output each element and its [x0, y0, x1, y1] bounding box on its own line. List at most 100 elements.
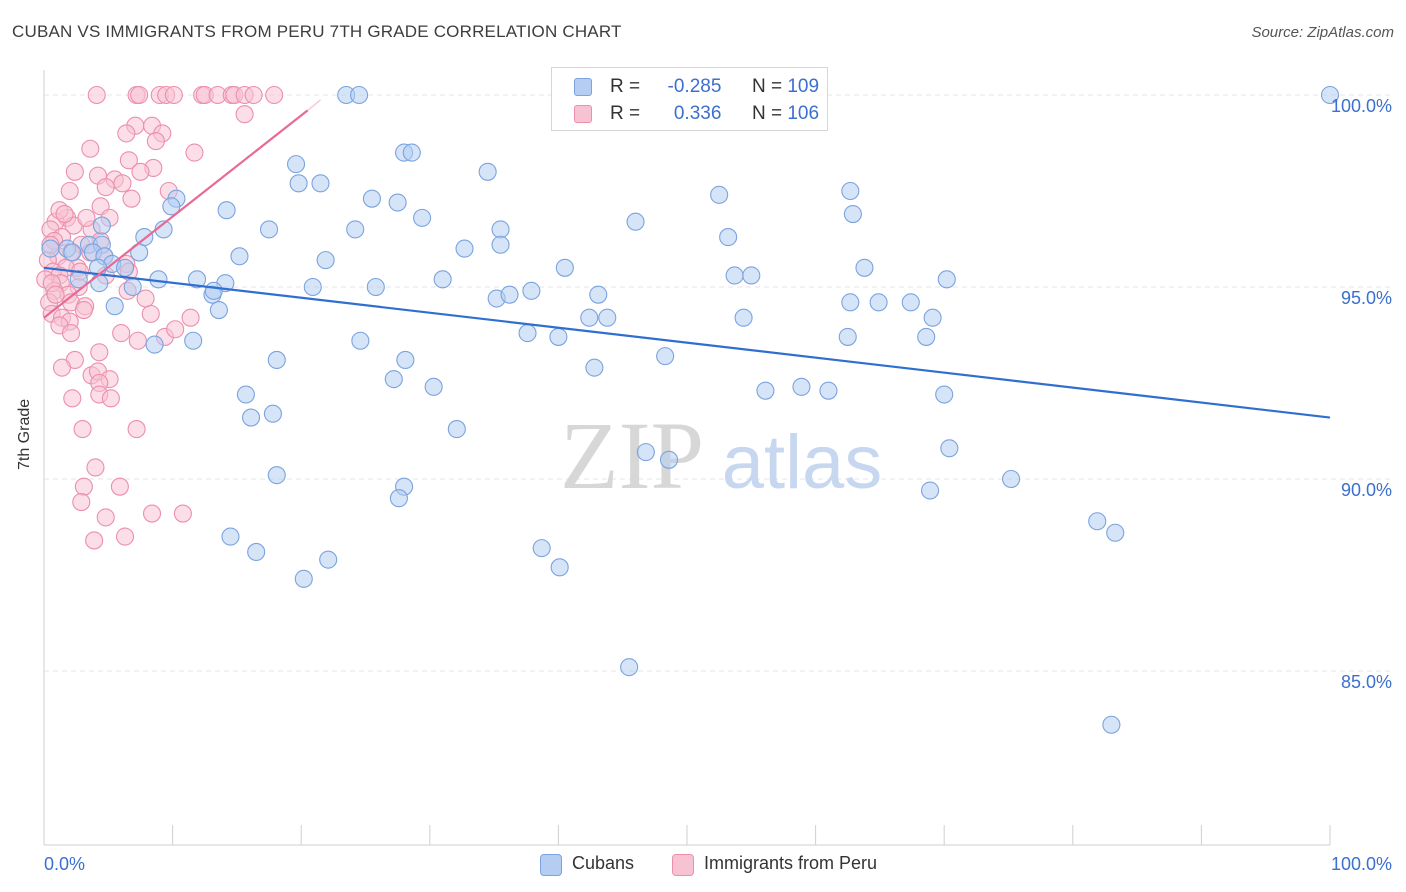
- swatch-peru: [574, 105, 592, 123]
- peru-point: [72, 492, 91, 512]
- cubans-point: [1088, 512, 1107, 531]
- peru-point: [131, 162, 150, 181]
- cubans-point: [366, 277, 385, 297]
- cubans-point: [455, 239, 474, 258]
- cubans-point: [241, 408, 261, 427]
- cubans-point: [923, 308, 942, 327]
- legend-swatch-peru: [672, 854, 694, 876]
- y-tick-label: 95.0%: [1341, 288, 1392, 308]
- peru-point: [86, 458, 105, 477]
- cubans-point: [710, 185, 729, 204]
- peru-point: [110, 477, 129, 496]
- peru-point: [117, 124, 136, 143]
- cubans-point: [247, 542, 266, 562]
- correlation-legend: R = -0.285 N = 109 R = 0.336 N = 106: [551, 67, 828, 131]
- peru-point: [128, 331, 147, 350]
- cubans-point: [855, 258, 874, 277]
- cubans-point: [346, 220, 365, 239]
- peru-point: [122, 189, 141, 208]
- cubans-point: [221, 527, 240, 546]
- cubans-point: [555, 258, 574, 277]
- cubans-point: [396, 350, 415, 370]
- cubans-point: [184, 331, 203, 350]
- cubans-point: [145, 335, 164, 354]
- cubans-point: [478, 162, 497, 181]
- cubans-point: [187, 270, 207, 289]
- n-label: N =: [751, 76, 783, 97]
- cubans-point: [350, 85, 369, 105]
- cubans-point: [792, 377, 811, 396]
- peru-point: [87, 85, 106, 105]
- cubans-point: [819, 381, 838, 400]
- cubans-point: [500, 285, 519, 304]
- x-tick-label: 100.0%: [1331, 854, 1392, 874]
- cubans-point: [319, 550, 338, 569]
- tick-labels: 85.0% 90.0% 95.0% 100.0% 0.0% 100.0%: [44, 96, 1392, 874]
- cubans-point: [626, 212, 645, 231]
- axes: [43, 70, 1331, 846]
- trend-lines: [43, 99, 1331, 419]
- peru-point: [101, 389, 120, 408]
- trend-line-peru-extension: [307, 99, 321, 111]
- y-tick-label: 85.0%: [1341, 672, 1392, 692]
- cubans-point: [742, 266, 761, 285]
- peru-point: [63, 389, 82, 408]
- cubans-point: [756, 381, 775, 400]
- peru-point: [96, 178, 115, 197]
- cubans-point: [362, 189, 381, 208]
- cubans-point: [209, 300, 228, 320]
- cubans-point: [580, 308, 599, 327]
- peru-point: [61, 324, 81, 343]
- legend-label-peru: Immigrants from Peru: [704, 853, 878, 873]
- trend-line-peru: [43, 109, 309, 319]
- peru-point: [46, 285, 65, 304]
- cubans-point: [585, 358, 604, 377]
- r-value-peru: 0.336: [673, 103, 722, 124]
- r-label: R =: [610, 103, 641, 124]
- cubans-point: [217, 201, 236, 220]
- peru-point: [65, 162, 84, 181]
- peru-point: [130, 85, 149, 105]
- peru-point: [74, 477, 93, 496]
- r-value-cubans: -0.285: [667, 76, 722, 97]
- cubans-point: [935, 385, 954, 404]
- cubans-point: [549, 327, 568, 346]
- x-tick-label: 0.0%: [44, 854, 85, 874]
- peru-point: [113, 174, 132, 193]
- y-tick-label: 100.0%: [1331, 96, 1392, 116]
- cubans-point: [447, 420, 466, 439]
- cubans-point: [162, 197, 181, 216]
- cubans-point: [491, 220, 510, 239]
- cubans-point: [115, 258, 135, 277]
- cubans-point: [719, 228, 738, 247]
- cubans-point: [838, 327, 857, 346]
- cubans-point: [1106, 523, 1125, 542]
- peru-point: [52, 358, 72, 377]
- cubans-point: [92, 216, 111, 235]
- peru-point: [166, 320, 185, 339]
- cubans-point: [316, 251, 335, 270]
- cubans-point: [384, 370, 403, 389]
- peru-point: [185, 143, 204, 162]
- cubans-point: [937, 270, 956, 289]
- cubans-point: [1002, 469, 1021, 489]
- cubans-point: [149, 270, 168, 289]
- chart-title: CUBAN VS IMMIGRANTS FROM PERU 7TH GRADE …: [12, 22, 622, 41]
- cubans-point: [41, 239, 60, 258]
- peru-point: [142, 504, 162, 523]
- cubans-point: [550, 558, 569, 577]
- series-cubans: [41, 85, 1340, 734]
- swatch-cubans: [574, 78, 592, 96]
- cubans-point: [843, 204, 862, 224]
- cubans-point: [388, 193, 407, 212]
- peru-point: [74, 300, 93, 320]
- peru-point: [73, 420, 92, 439]
- peru-point: [136, 289, 155, 308]
- cubans-point: [263, 404, 282, 423]
- cubans-point: [620, 658, 639, 677]
- cubans-point: [230, 247, 249, 266]
- cubans-point: [598, 308, 617, 327]
- peru-point: [141, 304, 160, 323]
- watermark-zip: ZIP: [560, 402, 704, 509]
